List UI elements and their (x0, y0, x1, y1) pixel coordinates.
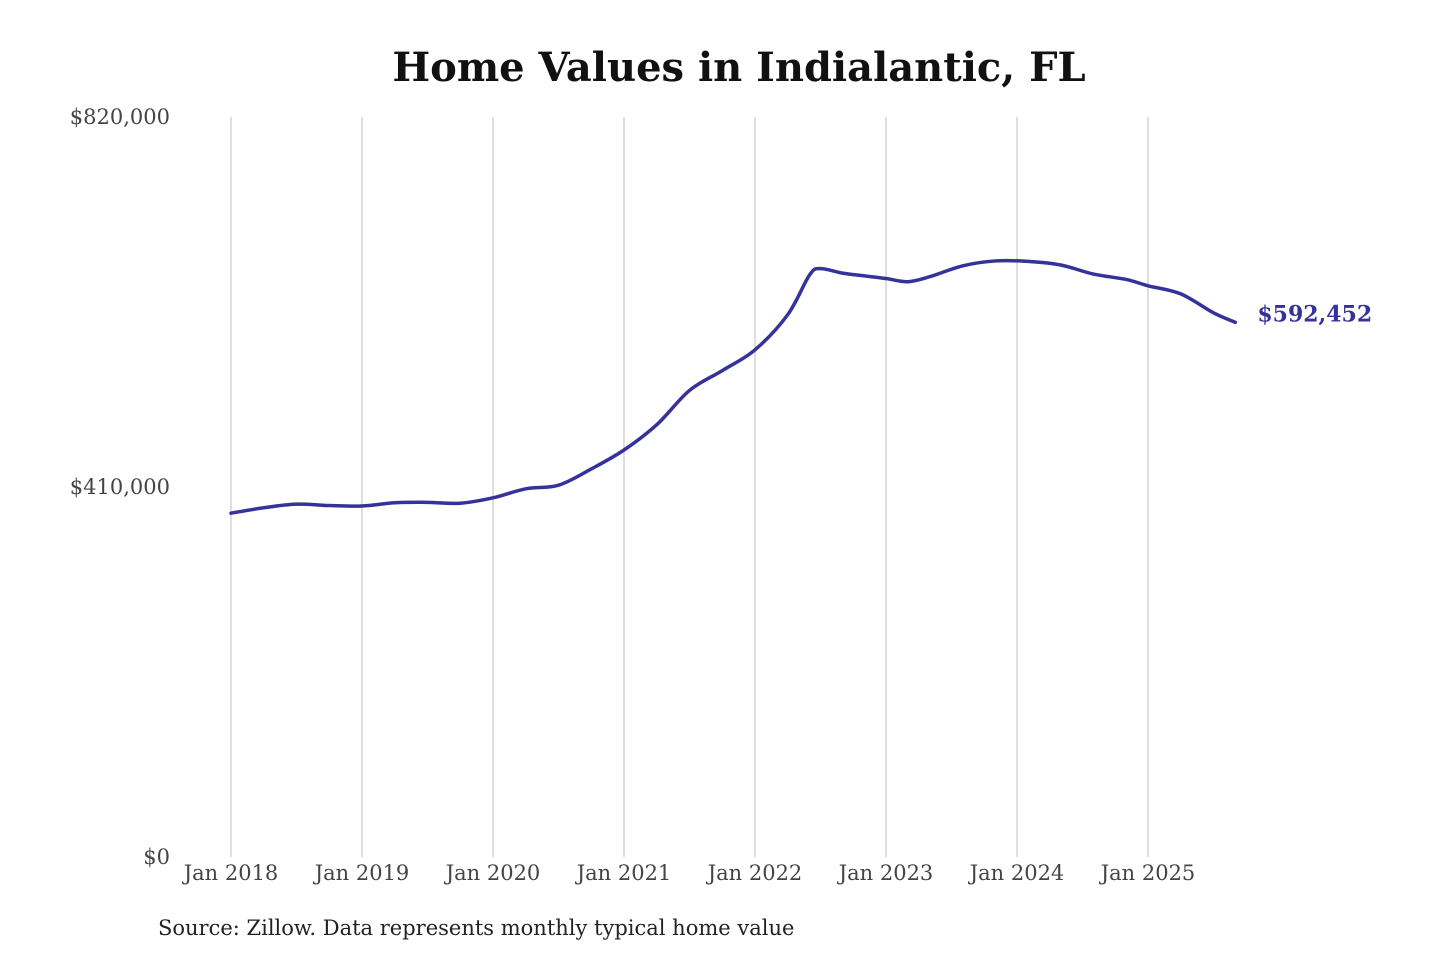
x-tick-label: Jan 2025 (1099, 861, 1196, 885)
y-tick-label: $410,000 (70, 475, 170, 499)
chart-title: Home Values in Indialantic, FL (392, 44, 1086, 91)
x-tick-label: Jan 2020 (444, 861, 541, 885)
x-tick-label: Jan 2018 (182, 861, 279, 885)
x-tick-label: Jan 2021 (575, 861, 672, 885)
end-value-label: $592,452 (1257, 301, 1372, 327)
series-line (229, 258, 1238, 515)
source-note: Source: Zillow. Data represents monthly … (158, 916, 795, 940)
x-tick-label: Jan 2022 (706, 861, 803, 885)
x-tick-label: Jan 2019 (313, 861, 410, 885)
y-tick-label: $820,000 (70, 105, 170, 129)
y-tick-label: $0 (143, 845, 170, 869)
x-tick-label: Jan 2023 (837, 861, 934, 885)
x-tick-label: Jan 2024 (968, 861, 1065, 885)
